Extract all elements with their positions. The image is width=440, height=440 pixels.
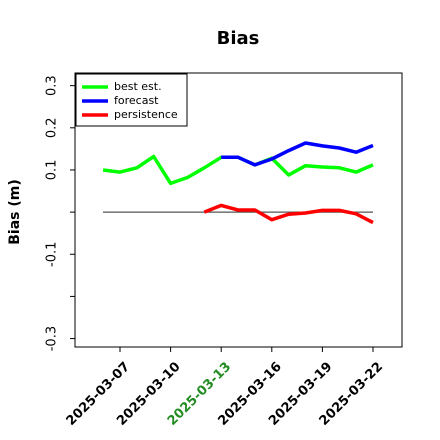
legend-label: persistence [114,108,178,121]
chart-title: Bias [217,28,260,49]
series-line-persistence [203,203,374,225]
series-line-best-est- [102,154,374,186]
x-axis: 2025-03-072025-03-102025-03-132025-03-16… [64,347,386,429]
y-tick-label: 0.3 [45,75,60,96]
plot-frame [74,72,403,348]
y-tick-label: 0.1 [45,160,60,181]
legend-label: forecast [114,94,159,107]
y-axis: -0.3 -0.1 0.1 0.2 0.3 [45,75,75,351]
y-axis-label: Bias (m) [7,179,23,245]
y-tick-label: -0.1 [45,242,60,267]
series-group [102,141,374,225]
y-tick-label: -0.3 [45,326,60,351]
legend-label: best est. [114,80,162,93]
series-line-forecast [221,141,374,167]
y-tick-label: 0.2 [45,117,60,138]
